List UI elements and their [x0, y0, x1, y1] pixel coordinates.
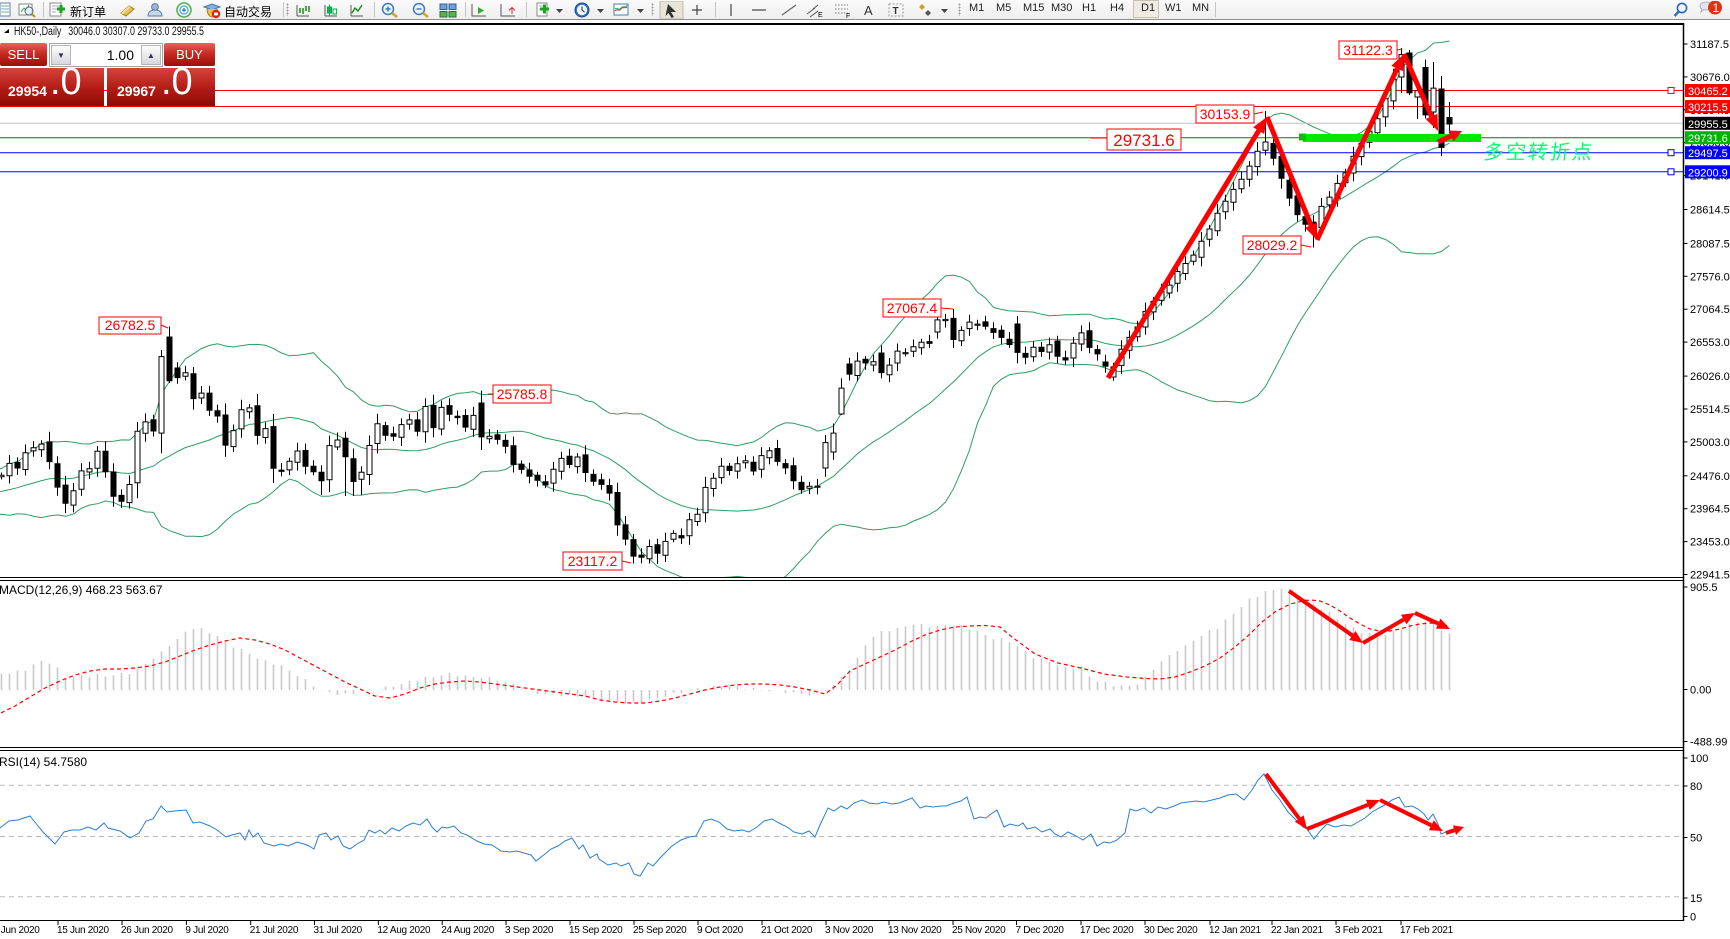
svg-text:27064.5: 27064.5	[1690, 304, 1730, 316]
svg-text:30676.0: 30676.0	[1690, 72, 1730, 84]
svg-text:12 Aug 2020: 12 Aug 2020	[377, 925, 431, 936]
svg-text:29200.9: 29200.9	[1688, 167, 1728, 179]
svg-text:21 Oct 2020: 21 Oct 2020	[761, 925, 813, 936]
svg-text:23964.5: 23964.5	[1690, 504, 1730, 516]
svg-text:-488.99: -488.99	[1690, 737, 1727, 749]
svg-text:29731.6: 29731.6	[1688, 133, 1728, 145]
svg-text:30153.9: 30153.9	[1200, 106, 1251, 122]
svg-text:31122.3: 31122.3	[1343, 42, 1393, 58]
svg-text:E: E	[818, 12, 823, 19]
svg-text:29955.5: 29955.5	[1688, 119, 1728, 131]
svg-text:26782.5: 26782.5	[105, 317, 156, 333]
svg-text:22 Jan 2021: 22 Jan 2021	[1271, 925, 1323, 936]
svg-text:27067.4: 27067.4	[887, 300, 938, 316]
svg-text:1: 1	[1713, 1, 1720, 15]
svg-text:15: 15	[1690, 893, 1702, 905]
svg-text:23117.2: 23117.2	[568, 553, 618, 569]
svg-text:30215.5: 30215.5	[1688, 102, 1728, 114]
svg-text:13 Nov 2020: 13 Nov 2020	[888, 925, 942, 936]
svg-text:27576.0: 27576.0	[1690, 271, 1730, 283]
svg-text:A: A	[864, 3, 873, 18]
svg-text:HK50-,Daily 30046.0 30307.0 2: HK50-,Daily 30046.0 30307.0 29733.0 2995…	[14, 26, 204, 38]
svg-text:26026.0: 26026.0	[1690, 371, 1730, 383]
svg-text:25003.0: 25003.0	[1690, 437, 1730, 449]
svg-text:24 Aug 2020: 24 Aug 2020	[441, 925, 495, 936]
svg-text:7 Dec 2020: 7 Dec 2020	[1016, 925, 1065, 936]
svg-text:MACD(12,26,9) 468.23 563.67: MACD(12,26,9) 468.23 563.67	[0, 583, 163, 597]
svg-text:17 Feb 2021: 17 Feb 2021	[1400, 925, 1454, 936]
svg-text:12 Jan 2021: 12 Jan 2021	[1209, 925, 1261, 936]
svg-text:15 Jun 2020: 15 Jun 2020	[57, 925, 109, 936]
svg-text:23453.0: 23453.0	[1690, 537, 1730, 549]
svg-text:26553.0: 26553.0	[1690, 337, 1730, 349]
svg-text:50: 50	[1690, 833, 1702, 845]
svg-text:3 Sep 2020: 3 Sep 2020	[505, 925, 554, 936]
svg-text:28087.5: 28087.5	[1690, 238, 1730, 250]
svg-text:80: 80	[1690, 781, 1702, 793]
svg-text:9 Jul 2020: 9 Jul 2020	[185, 925, 229, 936]
svg-text:T: T	[893, 6, 899, 17]
svg-text:25514.5: 25514.5	[1690, 404, 1730, 416]
svg-text:31187.5: 31187.5	[1690, 39, 1729, 51]
svg-text:多空转折点: 多空转折点	[1483, 141, 1595, 164]
svg-text:0: 0	[1690, 912, 1696, 924]
svg-text:3 Feb 2021: 3 Feb 2021	[1335, 925, 1383, 936]
svg-text:25785.8: 25785.8	[497, 386, 548, 402]
svg-text:0.00: 0.00	[1690, 685, 1711, 697]
svg-text:25 Nov 2020: 25 Nov 2020	[952, 925, 1006, 936]
svg-text:29497.5: 29497.5	[1688, 148, 1728, 160]
svg-text:24476.0: 24476.0	[1690, 471, 1730, 483]
svg-text:26 Jun 2020: 26 Jun 2020	[121, 925, 173, 936]
svg-text:21 Jul 2020: 21 Jul 2020	[250, 925, 299, 936]
svg-text:30 Dec 2020: 30 Dec 2020	[1144, 925, 1198, 936]
svg-text:3 Nov 2020: 3 Nov 2020	[825, 925, 874, 936]
svg-text:17 Dec 2020: 17 Dec 2020	[1080, 925, 1134, 936]
svg-text:F: F	[846, 13, 850, 19]
svg-text:100: 100	[1690, 753, 1708, 765]
svg-text:29731.6: 29731.6	[1113, 131, 1174, 150]
svg-text:22941.5: 22941.5	[1690, 570, 1730, 582]
svg-text:28029.2: 28029.2	[1247, 237, 1298, 253]
svg-text:RSI(14) 54.7580: RSI(14) 54.7580	[0, 755, 87, 769]
svg-text:905.5: 905.5	[1690, 582, 1718, 594]
svg-text:25 Sep 2020: 25 Sep 2020	[633, 925, 687, 936]
svg-text:31 Jul 2020: 31 Jul 2020	[314, 925, 363, 936]
svg-text:15 Sep 2020: 15 Sep 2020	[569, 925, 623, 936]
svg-text:4 Jun 2020: 4 Jun 2020	[0, 925, 40, 936]
svg-text:9 Oct 2020: 9 Oct 2020	[697, 925, 744, 936]
svg-text:30465.2: 30465.2	[1688, 86, 1728, 98]
svg-text:28614.5: 28614.5	[1690, 205, 1730, 217]
